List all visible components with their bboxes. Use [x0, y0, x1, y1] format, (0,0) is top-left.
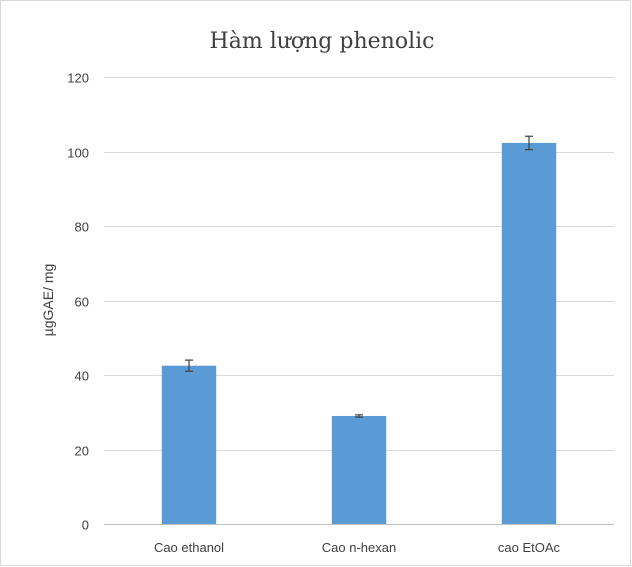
- y-tick-label: 100: [67, 146, 89, 161]
- y-tick-label: 0: [82, 518, 89, 533]
- bar: [501, 142, 557, 524]
- x-tick-label: cao EtOAc: [498, 540, 561, 555]
- y-tick-label: 20: [75, 444, 89, 459]
- bar: [161, 365, 217, 524]
- x-tick-label: Cao n-hexan: [322, 540, 396, 555]
- y-tick-label: 120: [67, 71, 89, 86]
- x-tick-label: Cao ethanol: [154, 540, 224, 555]
- chart-title: Hàm lượng phenolic: [210, 29, 435, 54]
- y-axis-label: µgGAE/ mg: [40, 264, 56, 337]
- y-tick-label: 40: [75, 369, 89, 384]
- y-tick-label: 60: [75, 295, 89, 310]
- bar: [331, 415, 387, 524]
- y-tick-label: 80: [75, 220, 89, 235]
